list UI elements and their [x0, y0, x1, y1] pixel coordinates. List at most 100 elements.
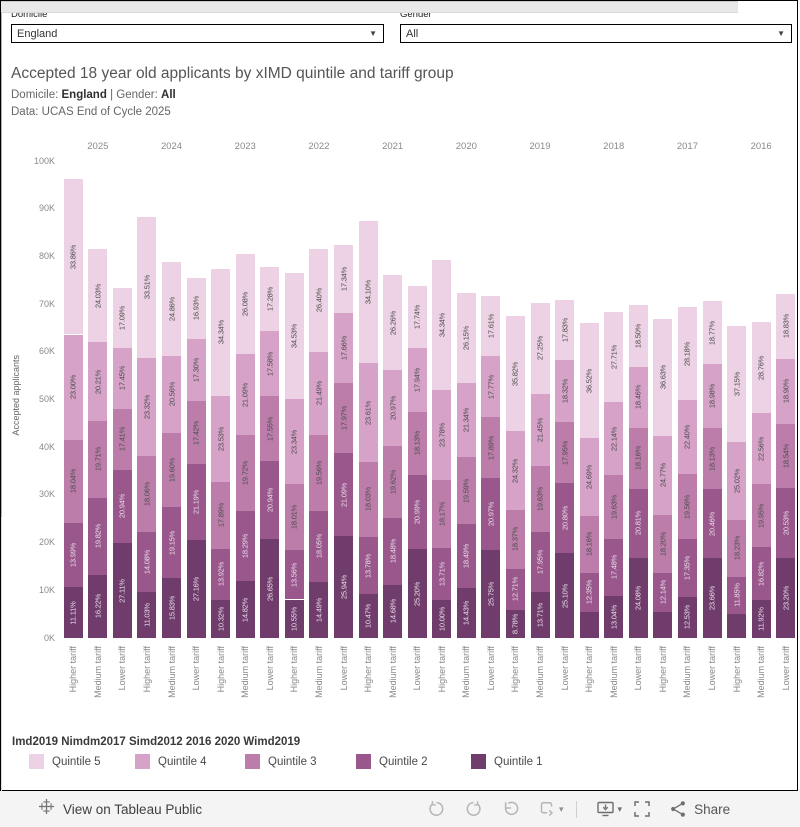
bar-segment[interactable] [530, 302, 550, 395]
bar-segment[interactable] [653, 318, 673, 436]
refresh-button[interactable]: ▾ [538, 797, 564, 821]
bar-segment[interactable] [88, 574, 108, 638]
bar-segment[interactable] [383, 584, 403, 638]
bar-segment[interactable] [211, 599, 231, 638]
bar-segment[interactable] [702, 364, 722, 429]
bar-segment[interactable] [88, 421, 108, 498]
bar-segment[interactable] [284, 399, 304, 485]
bar-segment[interactable] [137, 591, 157, 638]
bar-segment[interactable] [481, 356, 501, 418]
bar-segment[interactable] [137, 532, 157, 592]
bar-segment[interactable] [702, 428, 722, 490]
bar-segment[interactable] [235, 435, 255, 511]
bar-segment[interactable] [432, 548, 452, 601]
bar-segment[interactable] [555, 482, 575, 554]
bar-segment[interactable] [628, 305, 648, 367]
bar-segment[interactable] [653, 435, 673, 515]
bar-segment[interactable] [186, 338, 206, 402]
bar-segment[interactable] [776, 358, 796, 424]
bar-segment[interactable] [407, 549, 427, 638]
bar-segment[interactable] [653, 611, 673, 638]
legend-item[interactable]: Quintile 5 [29, 754, 101, 769]
bar-segment[interactable] [211, 395, 231, 483]
bar-segment[interactable] [309, 581, 329, 638]
bar-segment[interactable] [235, 254, 255, 355]
bar-segment[interactable] [235, 581, 255, 638]
view-on-tableau-public-link[interactable]: View on Tableau Public [38, 791, 202, 827]
share-button[interactable]: Share [669, 797, 730, 821]
bar-segment[interactable] [432, 260, 452, 390]
bar-segment[interactable] [628, 557, 648, 638]
bar-segment[interactable] [284, 273, 304, 400]
bar-segment[interactable] [505, 431, 525, 510]
bar-segment[interactable] [112, 469, 132, 544]
gender-select[interactable]: All ▼ [400, 24, 792, 43]
bar-segment[interactable] [505, 316, 525, 432]
bar-segment[interactable] [481, 478, 501, 550]
bar-segment[interactable] [63, 179, 83, 335]
bar-segment[interactable] [677, 306, 697, 401]
bar-segment[interactable] [555, 300, 575, 361]
bar-segment[interactable] [358, 363, 378, 462]
bar-segment[interactable] [555, 422, 575, 483]
bar-segment[interactable] [481, 549, 501, 638]
redo-button[interactable] [464, 797, 483, 821]
bar-segment[interactable] [260, 396, 280, 462]
bar-segment[interactable] [702, 558, 722, 638]
bar-segment[interactable] [751, 600, 771, 638]
bar-segment[interactable] [751, 322, 771, 413]
bar-segment[interactable] [63, 440, 83, 523]
bar-segment[interactable] [456, 588, 476, 638]
bar-segment[interactable] [63, 334, 83, 441]
bar-segment[interactable] [776, 294, 796, 359]
bar-segment[interactable] [653, 514, 673, 573]
bar-segment[interactable] [727, 576, 747, 614]
bar-segment[interactable] [137, 216, 157, 358]
bar-segment[interactable] [88, 497, 108, 575]
bar-segment[interactable] [579, 438, 599, 516]
bar-segment[interactable] [334, 244, 354, 314]
legend-item[interactable]: Quintile 4 [135, 754, 207, 769]
legend-item[interactable]: Quintile 1 [471, 754, 543, 769]
bar-segment[interactable] [604, 402, 624, 475]
bar-segment[interactable] [186, 401, 206, 464]
bar-segment[interactable] [309, 351, 329, 436]
bar-segment[interactable] [579, 323, 599, 439]
bar-segment[interactable] [358, 594, 378, 638]
bar-segment[interactable] [604, 312, 624, 403]
bar-segment[interactable] [677, 596, 697, 638]
bar-segment[interactable] [677, 539, 697, 597]
bar-segment[interactable] [260, 266, 280, 332]
bar-segment[interactable] [211, 268, 231, 396]
bar-segment[interactable] [88, 342, 108, 421]
bar-segment[interactable] [432, 600, 452, 638]
bar-segment[interactable] [186, 540, 206, 638]
bar-segment[interactable] [481, 296, 501, 357]
bar-segment[interactable] [727, 326, 747, 442]
domicile-select[interactable]: England ▼ [11, 24, 384, 43]
bar-segment[interactable] [604, 538, 624, 596]
bar-segment[interactable] [284, 599, 304, 638]
bar-segment[interactable] [727, 441, 747, 520]
bar-segment[interactable] [235, 510, 255, 582]
bar-segment[interactable] [776, 487, 796, 559]
bar-segment[interactable] [456, 456, 476, 525]
bar-segment[interactable] [604, 474, 624, 539]
bar-segment[interactable] [653, 572, 673, 612]
bar-segment[interactable] [579, 515, 599, 574]
bar-segment[interactable] [702, 489, 722, 559]
bar-segment[interactable] [260, 461, 280, 540]
bar-segment[interactable] [751, 413, 771, 485]
bar-segment[interactable] [137, 357, 157, 457]
bar-segment[interactable] [334, 313, 354, 383]
bar-segment[interactable] [530, 466, 550, 532]
bar-segment[interactable] [481, 417, 501, 479]
bar-segment[interactable] [162, 506, 182, 579]
bar-segment[interactable] [162, 262, 182, 356]
bar-segment[interactable] [530, 592, 550, 638]
bar-segment[interactable] [334, 382, 354, 454]
fullscreen-button[interactable] [633, 797, 651, 821]
bar-segment[interactable] [186, 463, 206, 541]
bar-segment[interactable] [702, 301, 722, 365]
legend-item[interactable]: Quintile 2 [356, 754, 428, 769]
